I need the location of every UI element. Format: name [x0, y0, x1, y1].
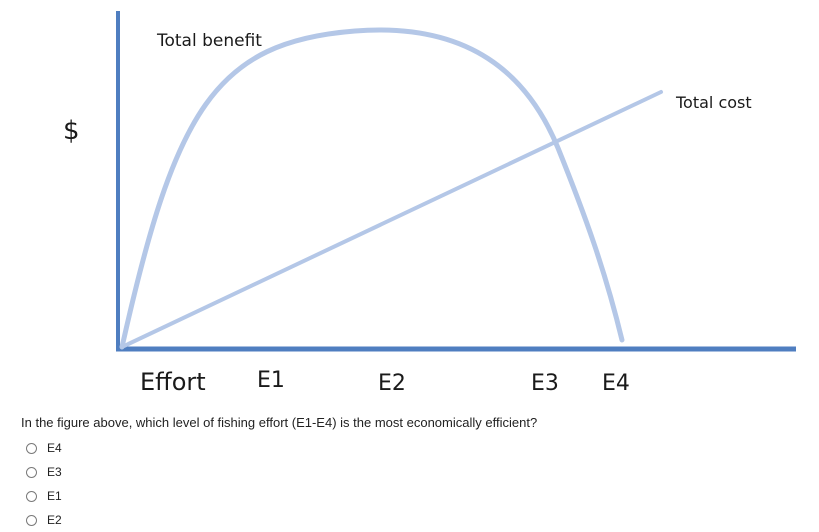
- y-axis-label: $: [63, 116, 80, 146]
- fisheries-economics-figure: $ Total benefit Total cost Effort E1 E2 …: [63, 11, 796, 396]
- option-label: E3: [47, 465, 62, 479]
- tick-label-e2: E2: [378, 371, 406, 396]
- option-label: E1: [47, 489, 62, 503]
- radio-button[interactable]: [26, 490, 37, 502]
- tick-label-e1: E1: [257, 368, 285, 393]
- tick-label-e4: E4: [602, 371, 630, 396]
- radio-button[interactable]: [26, 466, 37, 478]
- total-benefit-curve: [119, 27, 625, 350]
- tick-label-e3: E3: [531, 371, 559, 396]
- answer-option-e3[interactable]: E3: [26, 460, 62, 484]
- option-label: E4: [47, 441, 62, 455]
- question-text: In the figure above, which level of fish…: [21, 415, 538, 430]
- answer-options: E4 E3 E1 E2: [26, 436, 62, 532]
- answer-option-e1[interactable]: E1: [26, 484, 62, 508]
- x-axis-label: Effort: [140, 368, 206, 396]
- radio-button[interactable]: [26, 514, 37, 526]
- option-label: E2: [47, 513, 62, 527]
- answer-option-e4[interactable]: E4: [26, 436, 62, 460]
- answer-option-e2[interactable]: E2: [26, 508, 62, 532]
- total-cost-line: [120, 90, 663, 349]
- total-benefit-label: Total benefit: [156, 31, 262, 51]
- radio-button[interactable]: [26, 442, 37, 454]
- total-cost-label: Total cost: [675, 93, 752, 112]
